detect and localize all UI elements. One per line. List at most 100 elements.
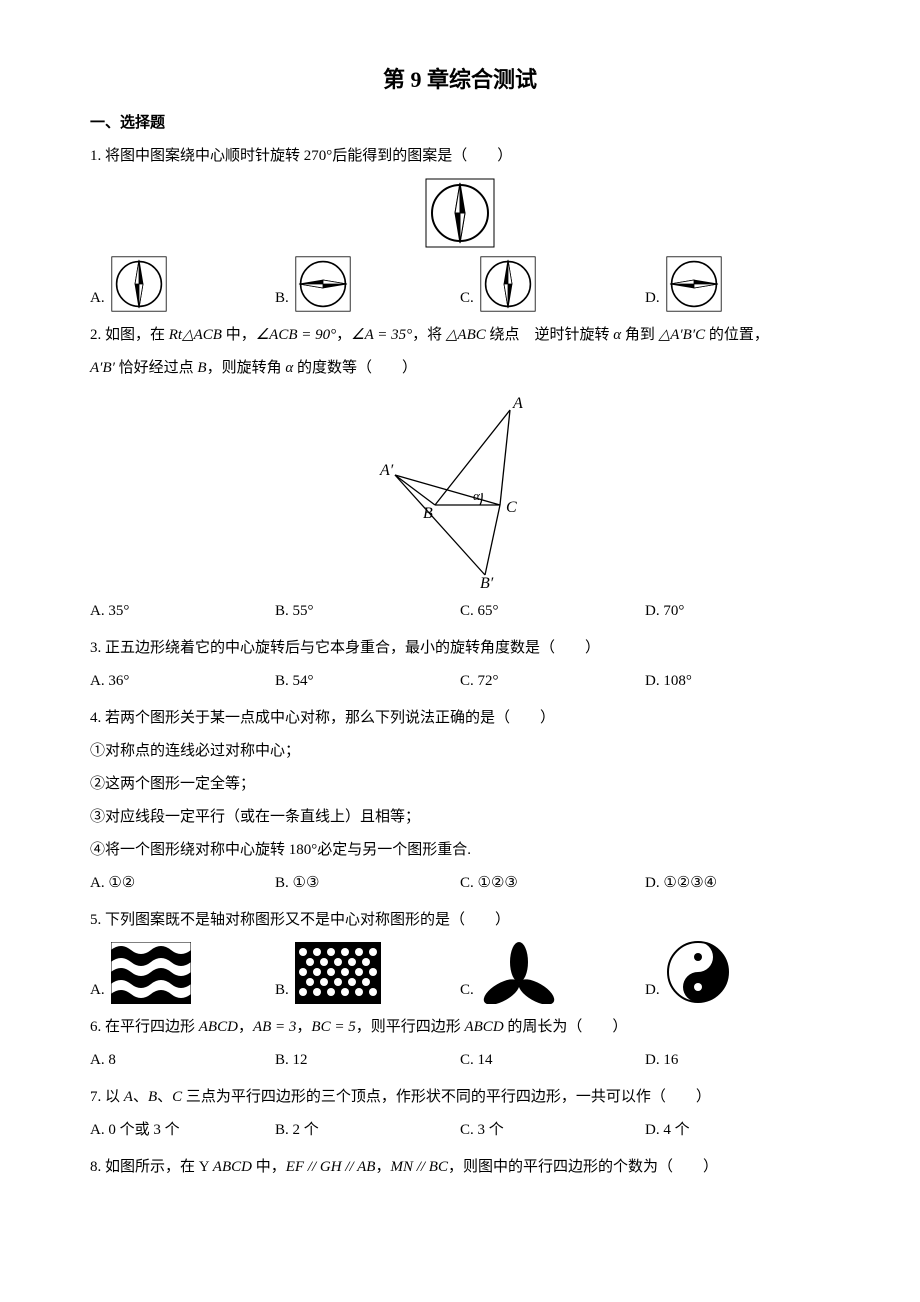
tessellation-pattern-icon [111, 942, 191, 1004]
question-8-stem: 8. 如图所示，在 Y ABCD 中，EF // GH // AB，MN // … [90, 1154, 830, 1181]
q3-option-c[interactable]: C. 72° [460, 668, 645, 695]
q3-option-b[interactable]: B. 54° [275, 668, 460, 695]
q3-options: A. 36° B. 54° C. 72° D. 108° [90, 668, 830, 695]
q5-option-d[interactable]: D. [645, 940, 830, 1004]
q3-option-d[interactable]: D. 108° [645, 668, 830, 695]
txt: 7. 以 [90, 1089, 124, 1105]
math-bc5: BC = 5 [311, 1019, 355, 1035]
opt-label: C. [460, 977, 474, 1004]
opt-text: D. 70° [645, 598, 684, 625]
math-alpha: α [613, 327, 621, 343]
q6-option-d[interactable]: D. 16 [645, 1047, 830, 1074]
q7-options: A. 0 个或 3 个 B. 2 个 C. 3 个 D. 4 个 [90, 1117, 830, 1144]
q7-option-a[interactable]: A. 0 个或 3 个 [90, 1117, 275, 1144]
q1-option-c[interactable]: C. [460, 256, 645, 312]
question-4-stem: 4. 若两个图形关于某一点成中心对称，那么下列说法正确的是（ ） [90, 705, 830, 732]
opt-text: A. 35° [90, 598, 129, 625]
txt: ，则图中的平行四边形的个数为（ ） [448, 1159, 718, 1175]
q1-option-d[interactable]: D. [645, 256, 830, 312]
opt-text: C. 14 [460, 1047, 493, 1074]
compass-left-icon [295, 256, 351, 312]
opt-label: C. [460, 285, 474, 312]
txt: 2. 如图，在 [90, 327, 169, 343]
txt: 6. 在平行四边形 [90, 1019, 199, 1035]
opt-text: C. ①②③ [460, 870, 518, 897]
q7-option-d[interactable]: D. 4 个 [645, 1117, 830, 1144]
q5-option-a[interactable]: A. [90, 942, 275, 1004]
q1-option-b[interactable]: B. [275, 256, 460, 312]
math-tri-abc: △ABC [446, 327, 486, 343]
opt-text: A. 8 [90, 1047, 116, 1074]
q2-option-b[interactable]: B. 55° [275, 598, 460, 625]
opt-text: D. ①②③④ [645, 870, 717, 897]
compass-up-icon [425, 178, 495, 248]
opt-text: D. 16 [645, 1047, 678, 1074]
txt: 、 [133, 1089, 148, 1105]
q4-statement-4: ④将一个图形绕对称中心旋转 180°必定与另一个图形重合. [90, 837, 830, 864]
fig-label-Bp: B′ [480, 575, 494, 590]
three-leaf-icon [480, 942, 558, 1004]
q4-options: A. ①② B. ①③ C. ①②③ D. ①②③④ [90, 870, 830, 897]
q5-option-b[interactable]: B. [275, 942, 460, 1004]
opt-label: B. [275, 285, 289, 312]
opt-text: B. 12 [275, 1047, 308, 1074]
txt: ， [336, 327, 351, 343]
compass-right-icon [666, 256, 722, 312]
opt-label: A. [90, 977, 105, 1004]
section-header-1: 一、选择题 [90, 110, 830, 137]
math-A: A [124, 1089, 133, 1105]
txt: 中， [252, 1159, 286, 1175]
opt-text: B. 54° [275, 668, 314, 695]
txt: 三点为平行四边形的三个顶点，作形状不同的平行四边形，一共可以作（ ） [182, 1089, 711, 1105]
txt: 的周长为（ ） [504, 1019, 628, 1035]
q2-figure: A A′ B C B′ α [90, 390, 830, 590]
q2-options: A. 35° B. 55° C. 65° D. 70° [90, 598, 830, 625]
opt-text: B. 2 个 [275, 1117, 319, 1144]
q6-option-a[interactable]: A. 8 [90, 1047, 275, 1074]
diamond-pattern-icon [295, 942, 381, 1004]
opt-label: A. [90, 285, 105, 312]
page-title: 第 9 章综合测试 [90, 60, 830, 100]
q4-statement-1: ①对称点的连线必过对称中心； [90, 738, 830, 765]
q4-option-a[interactable]: A. ①② [90, 870, 275, 897]
q3-option-a[interactable]: A. 36° [90, 668, 275, 695]
math-tri-apbpc: △A′B′C [659, 327, 705, 343]
txt: ，则平行四边形 [356, 1019, 465, 1035]
triangle-rotation-figure: A A′ B C B′ α [365, 390, 555, 590]
opt-text: A. 0 个或 3 个 [90, 1117, 180, 1144]
q2-option-c[interactable]: C. 65° [460, 598, 645, 625]
math-angle-acb: ∠ACB = 90° [256, 327, 336, 343]
q4-option-c[interactable]: C. ①②③ [460, 870, 645, 897]
q5-option-c[interactable]: C. [460, 942, 645, 1004]
opt-text: C. 3 个 [460, 1117, 504, 1144]
math-b: B [197, 360, 206, 376]
opt-text: C. 65° [460, 598, 499, 625]
yinyang-icon [666, 940, 730, 1004]
q4-option-d[interactable]: D. ①②③④ [645, 870, 830, 897]
txt: ，将 [412, 327, 446, 343]
math-abcd-q8: ABCD [213, 1159, 252, 1175]
q6-option-b[interactable]: B. 12 [275, 1047, 460, 1074]
q7-option-c[interactable]: C. 3 个 [460, 1117, 645, 1144]
math-abcd: ABCD [199, 1019, 238, 1035]
opt-label: D. [645, 977, 660, 1004]
q2-option-d[interactable]: D. 70° [645, 598, 830, 625]
q1-option-a[interactable]: A. [90, 256, 275, 312]
opt-text: D. 108° [645, 668, 692, 695]
question-2-stem: 2. 如图，在 Rt△ACB 中，∠ACB = 90°，∠A = 35°，将 △… [90, 322, 830, 349]
q6-option-c[interactable]: C. 14 [460, 1047, 645, 1074]
txt: ， [238, 1019, 253, 1035]
fig-label-A: A [512, 395, 523, 412]
q2-option-a[interactable]: A. 35° [90, 598, 275, 625]
q1-reference-figure [90, 178, 830, 248]
math-rt-acb: Rt△ACB [169, 327, 222, 343]
txt: ，则旋转角 [207, 360, 286, 376]
q4-option-b[interactable]: B. ①③ [275, 870, 460, 897]
txt: ， [296, 1019, 311, 1035]
opt-text: D. 4 个 [645, 1117, 690, 1144]
opt-text: C. 72° [460, 668, 499, 695]
q7-option-b[interactable]: B. 2 个 [275, 1117, 460, 1144]
txt: 8. 如图所示，在 Y [90, 1159, 213, 1175]
fig-label-B: B [423, 505, 433, 522]
math-apbp: A′B′ [90, 360, 115, 376]
